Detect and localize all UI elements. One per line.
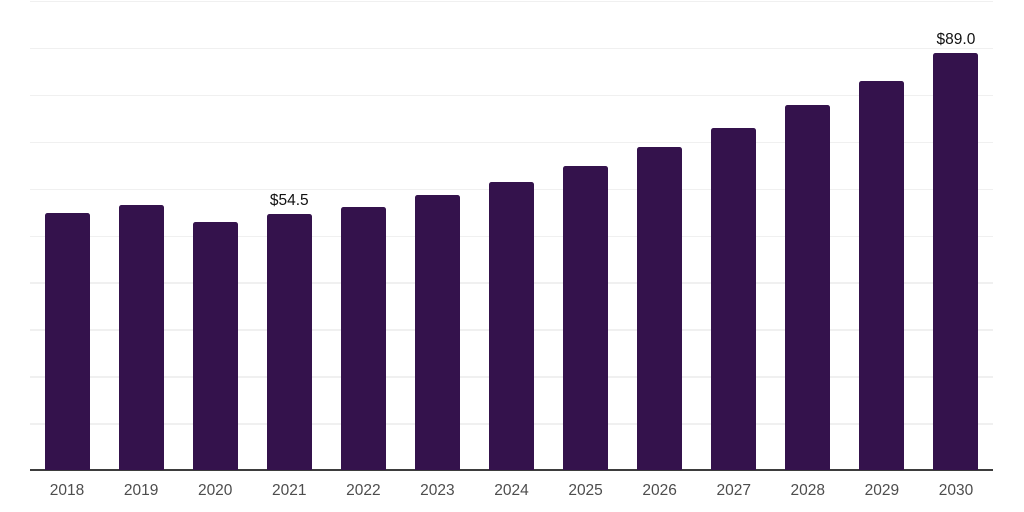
bar-2025 xyxy=(563,165,609,470)
data-label-2021: $54.5 xyxy=(269,192,309,210)
x-axis-line xyxy=(30,469,993,471)
gridline-100 xyxy=(30,0,993,3)
x-axis-tick-labels: 2018 2019 2020 2021 2022 2023 2024 2025 2026 2027… xyxy=(30,483,993,503)
x-tick-label-2029: 2029 xyxy=(864,482,900,499)
bar-2023 xyxy=(414,195,460,470)
x-tick-label-2018: 2018 xyxy=(49,482,85,499)
x-tick-label-2027: 2027 xyxy=(716,482,751,499)
bar-2024 xyxy=(489,181,534,470)
x-tick-label-2023: 2023 xyxy=(420,482,455,499)
bar-2028 xyxy=(785,105,831,470)
gridline-80 xyxy=(30,94,993,97)
x-tick-label-2025: 2025 xyxy=(568,482,603,499)
gridline-90 xyxy=(30,47,993,50)
x-tick-label-2021: 2021 xyxy=(272,482,307,499)
x-tick-label-2024: 2024 xyxy=(494,482,529,499)
bar-2020 xyxy=(192,221,238,470)
x-tick-label-2020: 2020 xyxy=(197,482,233,499)
bar-2022 xyxy=(340,207,386,470)
bar-2027 xyxy=(711,128,757,470)
bar-2030 xyxy=(933,52,979,470)
x-tick-label-2026: 2026 xyxy=(642,482,677,499)
x-tick-label-2022: 2022 xyxy=(346,482,381,499)
chart-plot-area: $54.5 $89.0 xyxy=(30,0,993,471)
bar-2021 xyxy=(266,214,312,470)
x-tick-label-2030: 2030 xyxy=(938,482,974,499)
data-label-2030: $89.0 xyxy=(936,30,976,48)
bar-2019 xyxy=(118,205,164,470)
bar-2029 xyxy=(859,80,905,470)
gridline-70 xyxy=(30,141,993,144)
bar-2018 xyxy=(44,212,90,470)
x-tick-label-2019: 2019 xyxy=(123,482,159,499)
bar-2026 xyxy=(637,147,683,470)
x-tick-label-2028: 2028 xyxy=(790,482,826,499)
